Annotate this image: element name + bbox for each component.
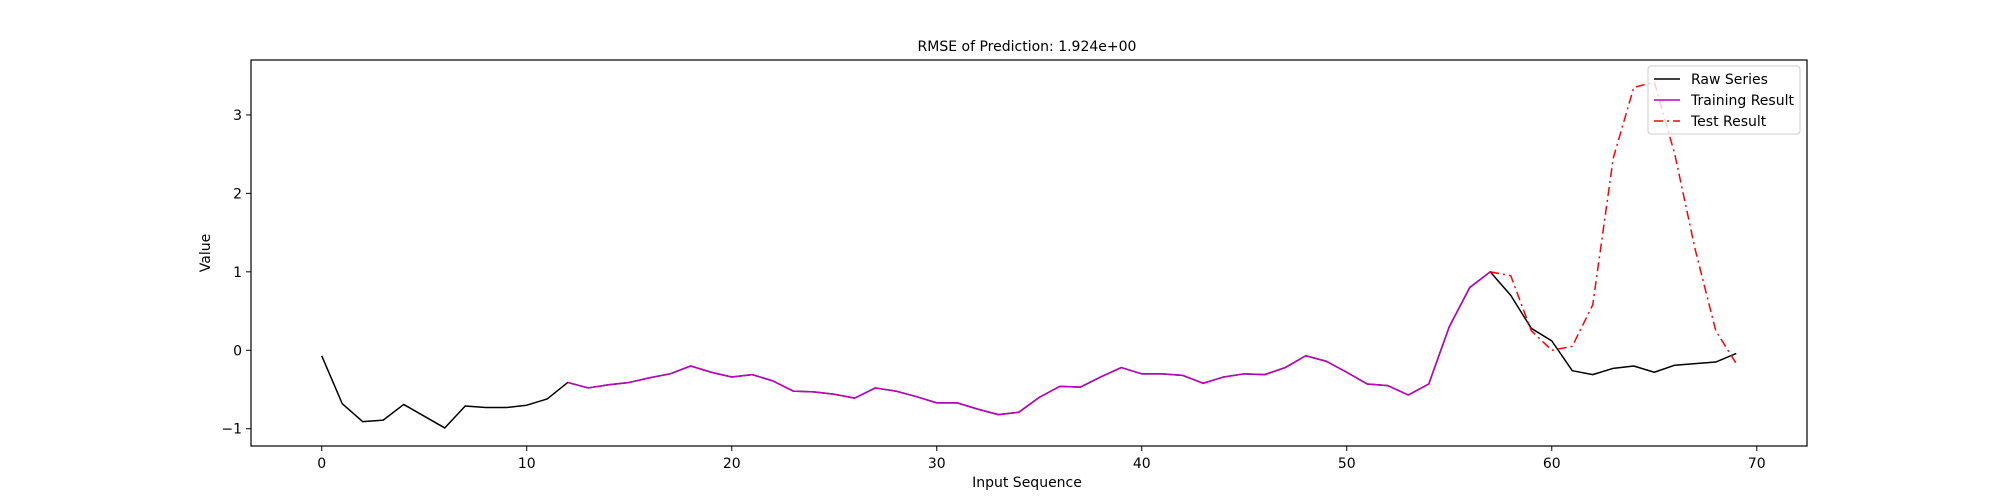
chart-title: RMSE of Prediction: 1.924e+00 (918, 39, 1137, 55)
series-line-test-result (1490, 81, 1737, 365)
legend-label-raw-series: Raw Series (1691, 72, 1768, 88)
x-tick-label: 50 (1338, 456, 1356, 472)
x-tick-label: 30 (928, 456, 946, 472)
y-tick-label: −1 (221, 422, 242, 438)
legend-box (1647, 65, 1801, 135)
x-tick-label: 20 (723, 456, 741, 472)
y-ticks: −1 0 1 2 3 (221, 108, 251, 438)
x-tick-label: 10 (518, 456, 536, 472)
legend-label-training-result: Training Result (1690, 93, 1794, 109)
x-axis-label: Input Sequence (972, 475, 1082, 491)
series-line-training-result (567, 271, 1491, 416)
y-tick-label: 2 (233, 186, 242, 202)
plot-frame (250, 59, 1808, 447)
series-layer (321, 81, 1737, 429)
legend: Raw Series Training Result Test Result (1647, 65, 1801, 135)
x-ticks: 0 10 20 30 40 50 60 70 (317, 446, 1766, 472)
y-tick-label: 1 (233, 265, 242, 281)
y-axis-label: Value (198, 234, 214, 272)
x-tick-label: 40 (1133, 456, 1151, 472)
x-tick-label: 0 (317, 456, 326, 472)
y-tick-label: 0 (233, 343, 242, 359)
legend-label-test-result: Test Result (1690, 114, 1767, 130)
y-tick-label: 3 (233, 108, 242, 124)
x-tick-label: 60 (1543, 456, 1561, 472)
x-tick-label: 70 (1748, 456, 1766, 472)
